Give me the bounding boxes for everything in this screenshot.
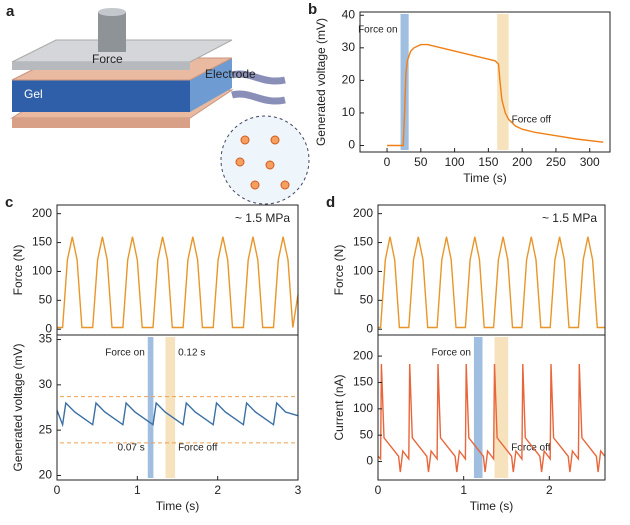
plot-frame: [56, 334, 299, 481]
x-tick-label: 300: [580, 155, 600, 169]
y-axis-label: Generated voltage (mV): [314, 18, 328, 146]
panel-letter: d: [326, 194, 335, 211]
span-duration: 0.12 s: [178, 348, 205, 359]
gel-front: [12, 80, 190, 112]
gel-label: Gel: [24, 87, 43, 101]
schematic: a Force Electrode Gel: [6, 3, 310, 205]
y-tick-label: 150: [353, 375, 373, 389]
span-label: Force on: [358, 25, 397, 36]
y-tick-label: 0: [366, 321, 373, 335]
x-tick-label: 250: [546, 155, 566, 169]
span: [497, 14, 509, 150]
x-tick-label: 0: [384, 155, 391, 169]
span-label: Force off: [512, 115, 551, 126]
x-tick-label: 0: [54, 483, 61, 497]
span: [400, 14, 409, 150]
data-line: [377, 363, 606, 473]
x-tick-label: 2: [214, 483, 221, 497]
electrode-wires: [231, 70, 286, 105]
span: [147, 337, 154, 478]
y-tick-label: 150: [353, 235, 373, 249]
y-tick-label: 50: [360, 293, 374, 307]
x-tick-label: 0: [375, 483, 382, 497]
x-tick-label: 1: [460, 483, 467, 497]
y-tick-label: 50: [360, 427, 374, 441]
y-tick-label: 100: [32, 264, 52, 278]
span: [473, 337, 483, 478]
y-tick-label: 20: [342, 73, 356, 87]
gel-side: [190, 58, 232, 112]
x-tick-label: 200: [512, 155, 532, 169]
y-tick-label: 10: [342, 105, 356, 119]
span: [165, 337, 176, 478]
bottom-electrode-side: [12, 118, 190, 128]
y-tick-label: 200: [353, 348, 373, 362]
piston-top: [98, 8, 126, 16]
data-line: [56, 401, 299, 428]
y-tick-label: 50: [39, 293, 53, 307]
y-axis-label: Current (nA): [332, 374, 346, 440]
y-tick-label: 0: [45, 321, 52, 335]
y-tick-label: 100: [353, 264, 373, 278]
data-line: [387, 43, 604, 147]
x-tick-label: 150: [478, 155, 498, 169]
x-axis-label: Time (s): [463, 171, 507, 185]
panel-letter: c: [5, 194, 13, 211]
span-duration: 0.07 s: [118, 443, 145, 454]
span: [494, 337, 509, 478]
x-tick-label: 1: [134, 483, 141, 497]
force-label: Force: [92, 52, 123, 66]
panel-letter: a: [6, 3, 15, 20]
data-line: [378, 236, 605, 329]
plot-frame: [377, 334, 606, 481]
span-label: Force on: [105, 348, 144, 359]
electrode-label: Electrode: [205, 67, 256, 81]
piston: [98, 12, 126, 52]
y-axis-label: Force (N): [11, 245, 25, 296]
y-tick-label: 0: [366, 454, 373, 468]
x-axis-label: Time (s): [470, 499, 514, 513]
data-line: [57, 236, 299, 329]
plot-frame: [359, 11, 611, 153]
y-tick-label: 100: [353, 401, 373, 415]
span-label: Force off: [178, 443, 217, 454]
y-tick-label: 35: [39, 332, 53, 346]
x-tick-label: 50: [414, 155, 428, 169]
press-plate-side: [12, 62, 190, 70]
y-axis-label: Generated voltage (mV): [11, 343, 25, 471]
x-tick-label: 2: [546, 483, 553, 497]
y-tick-label: 200: [32, 206, 52, 220]
x-tick-label: 3: [295, 483, 302, 497]
y-tick-label: 200: [353, 206, 373, 220]
y-tick-label: 0: [348, 138, 355, 152]
x-tick-label: 100: [445, 155, 465, 169]
y-tick-label: 40: [342, 7, 356, 21]
y-tick-label: 30: [39, 377, 53, 391]
y-tick-label: 20: [39, 468, 53, 482]
y-axis-label: Force (N): [332, 245, 346, 296]
ions: [235, 135, 290, 190]
note: ~ 1.5 MPa: [235, 211, 290, 225]
note: ~ 1.5 MPa: [542, 211, 597, 225]
y-tick-label: 25: [39, 422, 53, 436]
y-tick-label: 150: [32, 235, 52, 249]
y-tick-label: 30: [342, 40, 356, 54]
ion-zoom: [220, 115, 310, 205]
span-label: Force off: [511, 443, 550, 454]
panel-letter: b: [308, 1, 317, 18]
x-axis-label: Time (s): [156, 499, 200, 513]
span-label: Force on: [431, 348, 470, 359]
